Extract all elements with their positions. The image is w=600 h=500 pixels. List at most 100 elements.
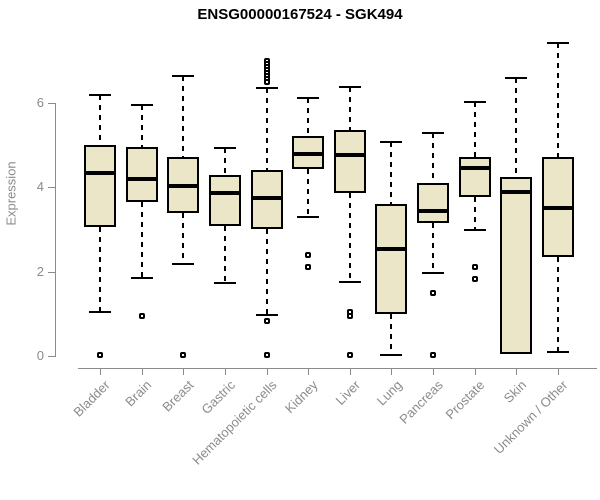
x-axis-tick (308, 368, 310, 375)
median-line (458, 165, 491, 170)
upper-whisker (182, 75, 185, 157)
upper-whisker-cap (255, 87, 278, 90)
median-line (333, 152, 366, 157)
lower-whisker (223, 226, 226, 284)
upper-whisker (140, 105, 143, 148)
box (417, 183, 450, 224)
lower-whisker-cap (338, 280, 361, 283)
upper-whisker (515, 78, 518, 178)
upper-whisker (556, 43, 559, 157)
lower-whisker (182, 212, 185, 265)
lower-whisker (99, 227, 101, 312)
x-axis-label: Hematopoietic cells (189, 377, 280, 468)
lower-whisker-cap (463, 228, 486, 231)
lower-whisker (348, 192, 351, 282)
outlier-point (346, 312, 353, 319)
y-axis-tick-label: 4 (36, 179, 44, 195)
lower-whisker-cap (380, 354, 403, 357)
x-axis-label: Skin (500, 377, 530, 406)
upper-whisker-cap (213, 147, 236, 150)
lower-whisker-cap (546, 350, 569, 353)
median-line (500, 189, 533, 194)
x-axis-tick (100, 368, 101, 375)
upper-whisker-cap (380, 141, 403, 144)
y-axis-tick (48, 187, 55, 189)
upper-whisker-cap (463, 101, 486, 104)
box (208, 174, 241, 227)
lower-whisker (473, 197, 476, 230)
outlier-point (430, 290, 437, 297)
median-line (250, 195, 283, 200)
outlier-point (180, 352, 187, 359)
y-axis-tick (48, 356, 55, 357)
outlier-point (263, 352, 270, 359)
x-axis-tick (474, 368, 476, 375)
outlier-point (138, 312, 145, 319)
lower-whisker (556, 256, 559, 352)
x-axis-label: Lung (373, 377, 405, 409)
lower-whisker (307, 169, 310, 217)
lower-whisker-cap (172, 263, 195, 266)
upper-whisker (265, 88, 268, 171)
outlier-point (263, 318, 270, 324)
x-axis-label: Pancreas (396, 377, 446, 427)
upper-whisker (307, 97, 310, 136)
upper-whisker-cap (546, 42, 569, 45)
x-axis-label: Gastric (198, 377, 238, 418)
upper-whisker-cap (422, 131, 445, 134)
upper-whisker (348, 86, 351, 130)
upper-whisker-cap (297, 96, 320, 99)
outlier-point (263, 78, 270, 85)
y-axis-tick (48, 271, 55, 273)
outlier-point (471, 264, 478, 271)
y-axis-line (55, 102, 56, 357)
median-line (541, 205, 574, 210)
median-line (417, 208, 450, 213)
y-axis-label: Expression (3, 161, 19, 226)
upper-whisker-cap (172, 74, 195, 77)
lower-whisker-cap (297, 215, 320, 218)
box (125, 147, 158, 203)
box (250, 170, 283, 230)
x-axis-tick (224, 368, 226, 375)
x-axis-tick (391, 368, 393, 375)
x-axis-tick (141, 368, 143, 375)
upper-whisker (99, 94, 101, 146)
lower-whisker-cap (89, 310, 111, 313)
x-axis-tick (349, 368, 351, 375)
upper-whisker-cap (89, 93, 111, 96)
upper-whisker (432, 132, 435, 184)
upper-whisker-cap (130, 104, 153, 107)
lower-whisker (390, 313, 393, 356)
box (375, 204, 408, 314)
x-axis-label: Bladder (70, 377, 113, 420)
box (84, 145, 116, 228)
lower-whisker (265, 229, 268, 316)
lower-whisker-cap (422, 271, 445, 274)
median-line (167, 184, 200, 189)
box (333, 129, 366, 193)
x-axis-label: Breast (159, 377, 197, 415)
box (458, 156, 491, 198)
x-axis-tick (557, 368, 559, 375)
upper-whisker (473, 102, 476, 157)
x-axis-label: Liver (332, 377, 363, 408)
x-axis-tick (433, 368, 435, 375)
lower-whisker (432, 223, 435, 273)
x-axis-label: Unknown / Other (491, 377, 571, 457)
x-axis-tick (516, 368, 518, 375)
lower-whisker-cap (213, 282, 236, 285)
x-axis-label: Kidney (282, 377, 322, 417)
outlier-point (346, 352, 353, 359)
x-axis-label: Prostate (442, 377, 488, 423)
outlier-point (305, 251, 312, 258)
y-axis-tick (48, 102, 55, 104)
outlier-point (305, 264, 312, 271)
lower-whisker-cap (130, 276, 153, 279)
lower-whisker-cap (255, 314, 278, 317)
median-line (292, 152, 325, 157)
upper-whisker-cap (338, 85, 361, 88)
y-axis-tick-label: 0 (36, 348, 44, 363)
box (500, 177, 533, 354)
